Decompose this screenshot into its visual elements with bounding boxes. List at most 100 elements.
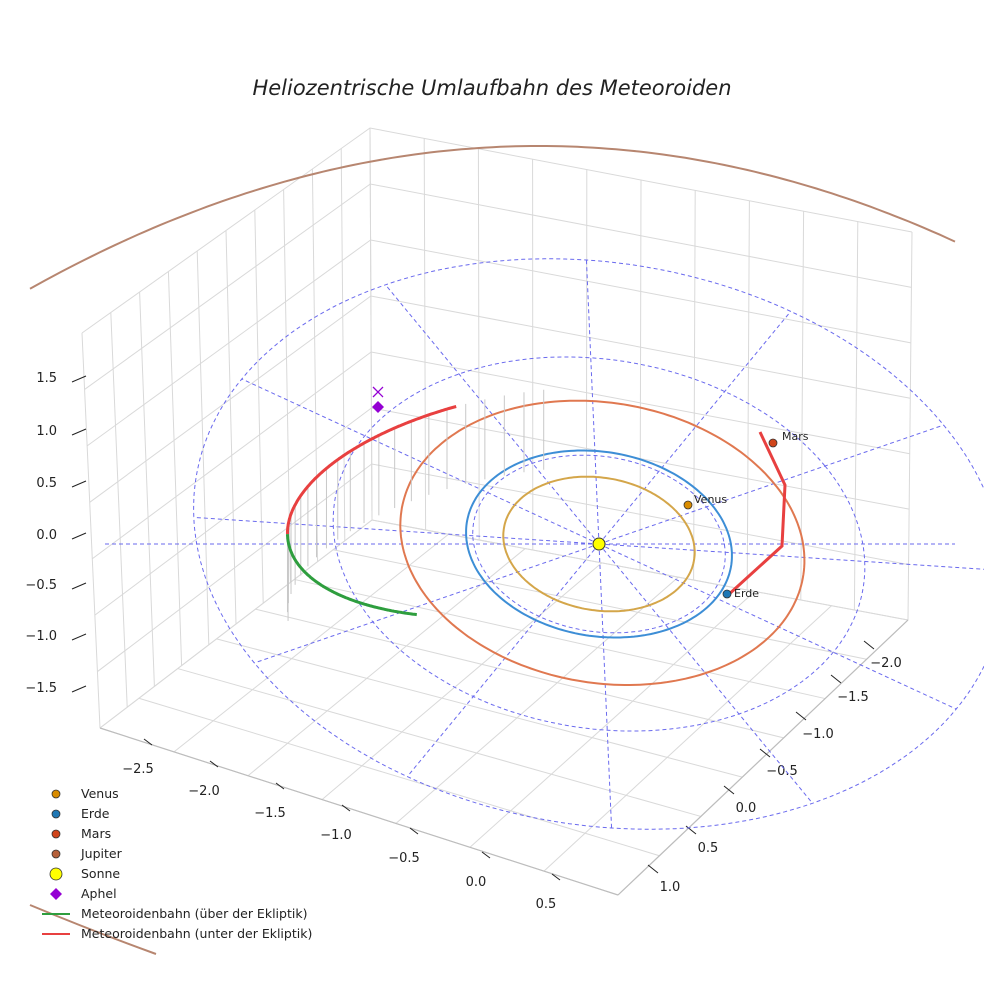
grid-line (99, 519, 373, 729)
meteoroid-orbit (286, 389, 787, 621)
grid-line (81, 127, 913, 334)
z-tick-mark (71, 532, 87, 540)
ref-spoke (254, 543, 600, 664)
x-tick-label: 0.5 (536, 897, 557, 912)
grid-line (91, 351, 910, 560)
ref-spoke (598, 543, 957, 710)
mars-label: Mars (782, 430, 809, 443)
legend-label: Venus (81, 786, 119, 801)
legend-label: Aphel (81, 886, 117, 901)
legend: Venus Erde Mars Jupiter Sonne Aphel Meteoroide… (42, 786, 312, 941)
y-tick-mark (759, 748, 771, 758)
axis-line (617, 619, 909, 896)
grid-line (746, 200, 750, 591)
mars-marker (768, 438, 778, 448)
legend-label: Jupiter (80, 846, 123, 861)
legend-dot (51, 809, 61, 819)
y-tick-label: 0.5 (698, 841, 719, 856)
ref-spoke (241, 378, 600, 545)
y-tick-mark (863, 640, 875, 650)
grid-line (423, 138, 427, 531)
aphel-marker (372, 401, 384, 413)
meteoroid-above-ecliptic (286, 534, 417, 617)
reference-grid (105, 258, 984, 830)
grid-line (333, 549, 867, 660)
venus-marker (683, 500, 693, 510)
grid-line (294, 578, 826, 700)
x-tick-mark (481, 851, 491, 859)
grid-line (321, 562, 603, 800)
x-tick-label: −2.5 (122, 762, 154, 777)
grid-line (543, 605, 832, 872)
grid-line (110, 312, 128, 708)
x-tick-mark (551, 873, 561, 881)
earth-marker (722, 589, 732, 599)
legend-dot (51, 849, 61, 859)
x-tick-mark (275, 782, 285, 790)
y-tick-mark (795, 711, 807, 721)
x-tick-label: −1.5 (254, 806, 286, 821)
ref-spoke (406, 543, 600, 777)
z-tick-label: 1.5 (36, 371, 57, 386)
axis-ticks: 1.5 1.0 0.5 0.0 −0.5 −1.0 −1.5 −2.5 −2.0 −1.5 −1.0… (25, 371, 901, 912)
legend-dot (51, 829, 61, 839)
axes-grid (81, 127, 913, 896)
body-markers: Venus Erde Mars (372, 386, 809, 600)
grid-line (255, 608, 784, 739)
z-tick-mark (71, 375, 87, 383)
y-tick-mark (647, 864, 659, 874)
aphel-projection-marker (372, 386, 384, 398)
grid-line (693, 190, 696, 581)
grid-line (167, 271, 183, 666)
grid-line (371, 519, 909, 621)
legend-label: Meteoroidenbahn (über der Ekliptik) (81, 906, 307, 921)
grid-line (340, 148, 346, 541)
x-tick-label: −0.5 (388, 851, 420, 866)
x-tick-label: −2.0 (188, 784, 220, 799)
y-tick-label: −1.5 (837, 690, 869, 705)
grid-line (97, 463, 909, 672)
z-tick-label: −1.5 (25, 681, 57, 696)
z-tick-label: −0.5 (25, 578, 57, 593)
z-tick-label: −1.0 (25, 629, 57, 644)
ref-spoke (598, 543, 613, 829)
meteoroid-below-ecliptic (725, 431, 787, 598)
z-tick-mark (71, 480, 87, 488)
grid-line (907, 231, 913, 621)
y-tick-mark (830, 674, 842, 684)
sun-marker (592, 537, 606, 551)
grid-line (99, 519, 909, 729)
legend-label: Erde (81, 806, 110, 821)
grid-line (477, 148, 480, 541)
x-tick-mark (143, 738, 153, 746)
earth-label: Erde (734, 587, 759, 600)
y-tick-label: 1.0 (660, 880, 681, 895)
grid-line (138, 697, 660, 857)
x-tick-mark (409, 827, 419, 835)
venus-orbit (502, 475, 696, 613)
ref-ring (472, 454, 726, 634)
z-tick-label: 1.0 (36, 424, 57, 439)
venus-label: Venus (694, 493, 727, 506)
grid-line (395, 576, 679, 824)
grid-line (139, 291, 155, 687)
planet-orbits (29, 145, 956, 955)
axis-line (99, 727, 619, 896)
grid-line (84, 183, 912, 390)
grid-line (469, 591, 756, 848)
legend-label: Mars (81, 826, 111, 841)
legend-dot (51, 789, 61, 799)
grid-line (225, 230, 237, 625)
grid-line (639, 179, 642, 571)
legend-label: Sonne (81, 866, 120, 881)
earth-orbit (465, 449, 733, 639)
y-tick-label: 0.0 (736, 801, 757, 816)
legend-label: Meteoroidenbahn (unter der Ekliptik) (81, 926, 312, 941)
grid-line (216, 638, 743, 778)
grid-line (94, 407, 910, 616)
grid-line (369, 127, 373, 521)
mars-orbit (399, 399, 806, 686)
ref-spoke (193, 516, 600, 545)
legend-dot (49, 867, 63, 881)
ref-spoke (598, 311, 792, 545)
